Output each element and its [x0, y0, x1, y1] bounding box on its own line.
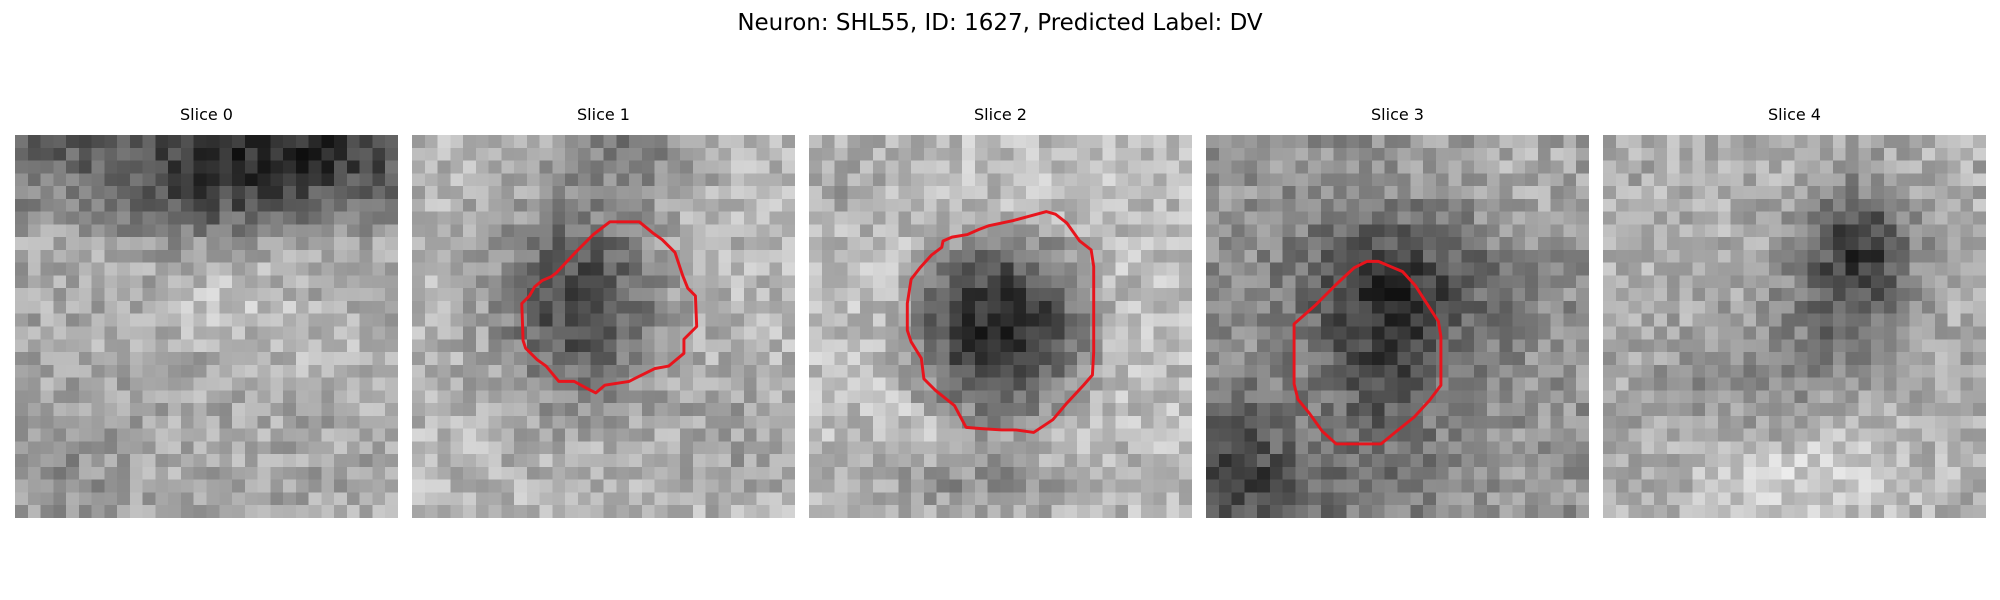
slice-title: Slice 4 [1768, 105, 1821, 124]
slice-image [15, 135, 398, 518]
figure-title: Neuron: SHL55, ID: 1627, Predicted Label… [737, 10, 1263, 36]
slice-image [1206, 135, 1589, 518]
roi-outline [520, 220, 699, 395]
slice-image [412, 135, 795, 518]
slice-title: Slice 1 [577, 105, 630, 124]
roi-outline [1292, 259, 1443, 446]
roi-outline [905, 210, 1096, 434]
slice-image [809, 135, 1192, 518]
slice-image [1603, 135, 1986, 518]
slice-title: Slice 0 [180, 105, 233, 124]
slice-title: Slice 3 [1371, 105, 1424, 124]
slice-title: Slice 2 [974, 105, 1027, 124]
